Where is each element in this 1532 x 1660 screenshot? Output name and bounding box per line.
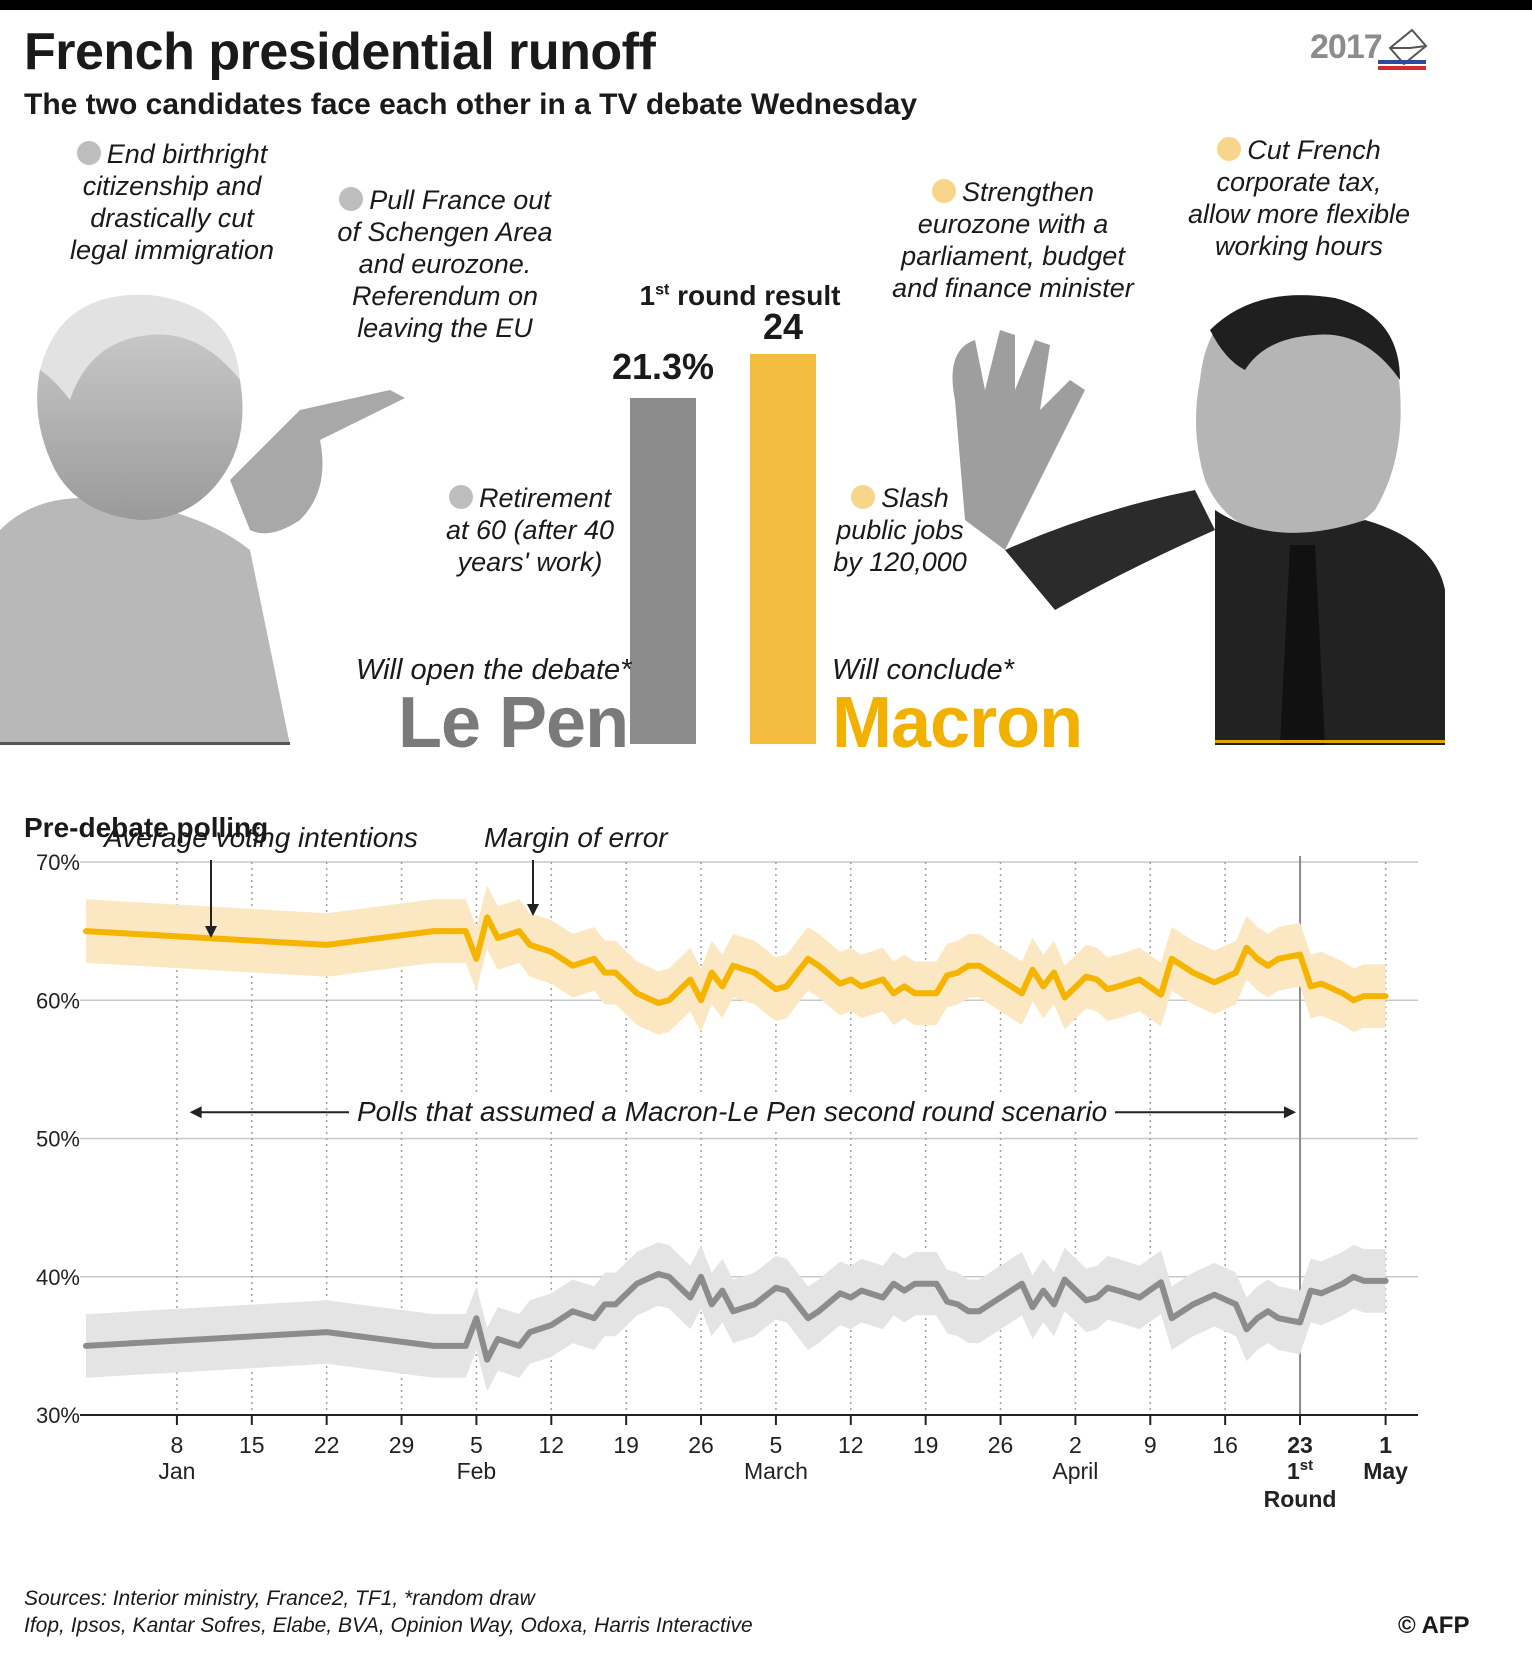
x-tick-label: 26: [688, 1432, 714, 1458]
macron-promise-eurozone: Strengthen eurozone with a parliament, b…: [892, 177, 1134, 303]
error-bands: [86, 885, 1386, 1392]
lepen-promise-retirement: Retirement at 60 (after 40 years' work): [445, 483, 615, 577]
lepen-name: Le Pen: [398, 683, 629, 763]
page-subtitle: The two candidates face each other in a …: [24, 88, 918, 121]
y-tick-label: 50%: [36, 1127, 80, 1152]
scenario-left-arrow: [189, 1106, 202, 1119]
series-line-macron: [83, 914, 1389, 1006]
y-tick-label: 40%: [36, 1265, 80, 1290]
x-tick-label: 26: [988, 1432, 1014, 1458]
x-tick-label: 22: [314, 1432, 340, 1458]
scenario-right-arrow: [1284, 1106, 1297, 1119]
month-label: Feb: [457, 1458, 497, 1484]
lepen-result-bar: [630, 397, 696, 744]
avg-annotation: Average voting intentions: [104, 822, 418, 853]
error-band-le-pen: [86, 1242, 1386, 1392]
x-tick-label: 16: [1212, 1432, 1238, 1458]
badge-flag-blue: [1378, 60, 1426, 64]
annotation-pointers: [205, 860, 539, 938]
sources: Sources: Interior ministry, France2, TF1…: [24, 1585, 753, 1639]
macron-promise-tax: Cut French corporate tax, allow more fle…: [1187, 135, 1411, 261]
y-tick-label: 60%: [36, 988, 80, 1013]
polling-chart: 70%60%50%40%30%8 15 22 29 5 12 19 26 5 12 19 26 2 9 16…: [36, 850, 1418, 1512]
lepen-photo: [0, 294, 405, 745]
x-tick-label: 9: [1144, 1432, 1157, 1458]
x-tick-label: 12: [838, 1432, 864, 1458]
polling-section-title: Pre-debate polling: [24, 812, 269, 843]
month-label: March: [744, 1458, 808, 1484]
x-tick-label: 5: [770, 1432, 783, 1458]
x-tick-label: 2: [1069, 1432, 1082, 1458]
month-label: April: [1052, 1458, 1098, 1484]
badge-year: 2017: [1310, 28, 1383, 66]
first-round-label: 1st round result: [639, 280, 841, 311]
macron-result-label: 24: [762, 306, 804, 347]
y-tick-label: 30%: [36, 1403, 80, 1428]
x-tick-label: 15: [239, 1432, 265, 1458]
macron-promise-jobs: Slash public jobs by 120,000: [833, 483, 967, 577]
ballot-envelope-icon: [1388, 28, 1428, 66]
badge-flag-red: [1378, 66, 1426, 70]
error-band-macron: [86, 885, 1386, 1035]
lepen-promise-immigration: End birthright citizenship and drastical…: [69, 139, 275, 265]
lepen-debate-role: Will open the debate*: [356, 654, 632, 686]
macron-name: Macron: [832, 683, 1083, 763]
moe-annotation: Margin of error: [484, 822, 668, 853]
x-tick-label: 23: [1287, 1432, 1313, 1458]
yellow-bullet-icon: [931, 179, 956, 203]
macron-debate-role: Will conclude*: [832, 654, 1014, 686]
afp-credit: © AFP: [1398, 1612, 1470, 1639]
avg-pointer-arrow: [205, 926, 217, 938]
x-tick-label: 19: [613, 1432, 639, 1458]
sources-line-1: Sources: Interior ministry, France2, TF1…: [24, 1587, 535, 1610]
lepen-promise-eu: Pull France out of Schengen Area and eur…: [337, 185, 553, 343]
scenario-annotation: Polls that assumed a Macron-Le Pen secon…: [349, 1096, 1116, 1128]
series-lines: [83, 914, 1389, 1363]
lepen-result-label: 21.3%: [611, 346, 715, 387]
x-tick-label: 5: [470, 1432, 483, 1458]
y-tick-label: 70%: [36, 850, 80, 875]
grey-bullet-icon: [76, 141, 101, 165]
moe-pointer-arrow: [527, 904, 539, 916]
page-title: French presidential runoff: [24, 23, 656, 81]
x-tick-label: 8: [171, 1432, 184, 1458]
first-round-word-label: Round: [1264, 1486, 1337, 1512]
yellow-bullet-icon: [851, 485, 876, 509]
series-line-le-pen: [83, 1271, 1389, 1363]
month-label: May: [1363, 1458, 1408, 1484]
macron-photo: [952, 295, 1445, 745]
x-tick-label: 29: [389, 1432, 415, 1458]
x-tick-label: 12: [538, 1432, 564, 1458]
grey-bullet-icon: [339, 187, 364, 211]
first-round-tick-label: 1st: [1287, 1457, 1313, 1484]
x-tick-label: 19: [913, 1432, 939, 1458]
x-tick-label: 1: [1379, 1432, 1392, 1458]
election-badge: 2017: [1310, 26, 1430, 72]
macron-result-bar: [750, 354, 816, 744]
sources-line-2: Ifop, Ipsos, Kantar Sofres, Elabe, BVA, …: [24, 1614, 753, 1637]
yellow-bullet-icon: [1217, 137, 1242, 161]
grey-bullet-icon: [448, 485, 473, 509]
top-rule: [0, 0, 1532, 10]
month-label: Jan: [158, 1458, 195, 1484]
